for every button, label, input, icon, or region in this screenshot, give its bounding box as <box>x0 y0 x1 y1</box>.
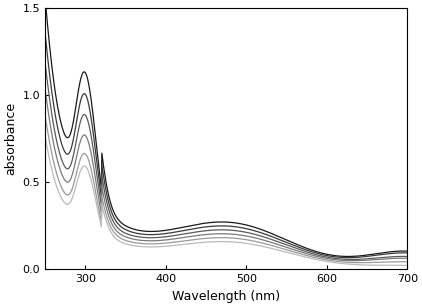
X-axis label: Wavelength (nm): Wavelength (nm) <box>172 290 280 303</box>
Y-axis label: absorbance: absorbance <box>4 102 17 175</box>
